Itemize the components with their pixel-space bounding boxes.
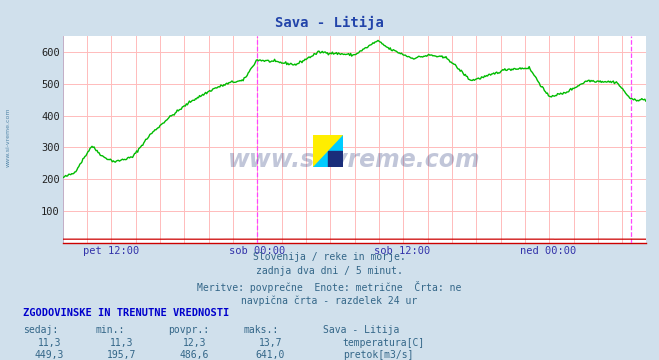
Text: 12,3: 12,3	[183, 338, 206, 348]
Text: Slovenija / reke in morje.: Slovenija / reke in morje.	[253, 252, 406, 262]
Text: povpr.:: povpr.:	[168, 325, 209, 335]
Text: navpična črta - razdelek 24 ur: navpična črta - razdelek 24 ur	[241, 295, 418, 306]
Polygon shape	[313, 135, 343, 167]
Text: www.si-vreme.com: www.si-vreme.com	[5, 107, 11, 167]
Text: 641,0: 641,0	[256, 350, 285, 360]
Text: www.si-vreme.com: www.si-vreme.com	[228, 148, 480, 172]
Bar	[328, 151, 343, 167]
Text: maks.:: maks.:	[244, 325, 279, 335]
Text: 11,3: 11,3	[110, 338, 134, 348]
Text: 195,7: 195,7	[107, 350, 136, 360]
Text: Sava - Litija: Sava - Litija	[275, 16, 384, 30]
Text: 486,6: 486,6	[180, 350, 209, 360]
Text: pretok[m3/s]: pretok[m3/s]	[343, 350, 413, 360]
Text: 449,3: 449,3	[35, 350, 64, 360]
Text: sedaj:: sedaj:	[23, 325, 58, 335]
Text: ZGODOVINSKE IN TRENUTNE VREDNOSTI: ZGODOVINSKE IN TRENUTNE VREDNOSTI	[23, 308, 229, 318]
Text: 13,7: 13,7	[258, 338, 282, 348]
Text: 11,3: 11,3	[38, 338, 61, 348]
Text: min.:: min.:	[96, 325, 125, 335]
Text: zadnja dva dni / 5 minut.: zadnja dva dni / 5 minut.	[256, 266, 403, 276]
Text: Meritve: povprečne  Enote: metrične  Črta: ne: Meritve: povprečne Enote: metrične Črta:…	[197, 281, 462, 293]
Polygon shape	[313, 135, 343, 167]
Text: temperatura[C]: temperatura[C]	[343, 338, 425, 348]
Text: Sava - Litija: Sava - Litija	[323, 325, 399, 335]
